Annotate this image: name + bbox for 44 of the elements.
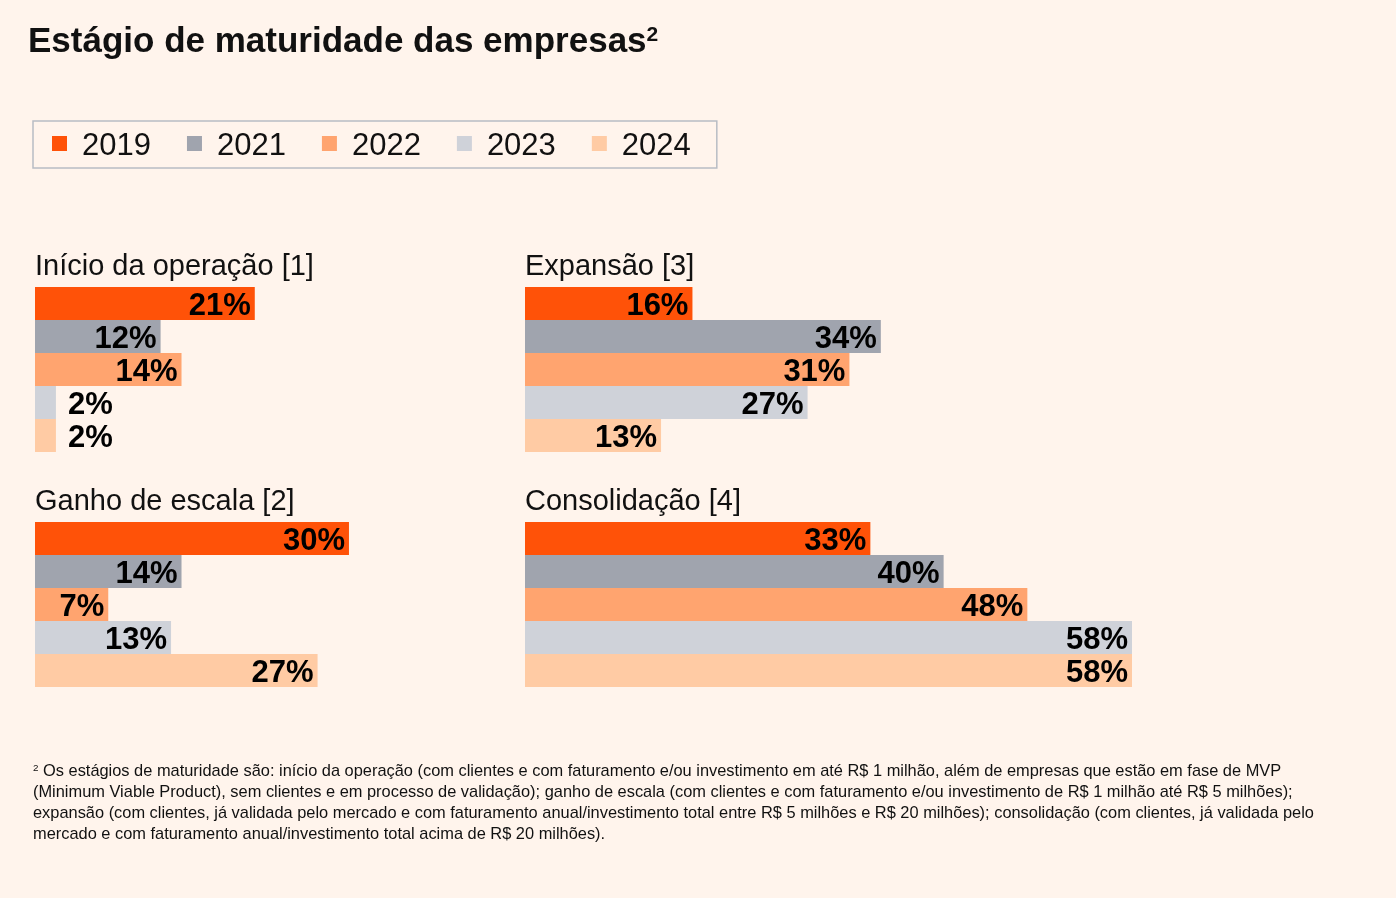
data-label: 14% — [115, 352, 178, 388]
data-label: 21% — [188, 286, 251, 322]
data-label: 2% — [67, 385, 113, 421]
legend-label: 2022 — [351, 127, 421, 162]
chart-title: Ganho de escala [2] — [35, 484, 295, 516]
data-label: 48% — [961, 587, 1024, 623]
data-label: 27% — [251, 653, 314, 689]
chart-title: Expansão [3] — [525, 249, 695, 281]
bar — [35, 522, 349, 555]
data-label: 7% — [59, 587, 105, 623]
bar — [525, 588, 1028, 621]
legend-label: 2024 — [621, 127, 691, 162]
bar — [525, 522, 871, 555]
bar — [525, 621, 1132, 654]
text: Estágio de maturidade das empresas$^{2}$ — [28, 20, 659, 59]
bar — [35, 654, 318, 687]
data-label: 34% — [814, 319, 877, 355]
data-label: 13% — [105, 620, 168, 656]
chart-title: Consolidação [4] — [525, 484, 742, 516]
data-label: 2% — [67, 418, 113, 454]
data-label: 40% — [877, 554, 940, 590]
bar — [525, 654, 1132, 687]
legend-label: 2023 — [486, 127, 556, 162]
data-label: 58% — [1065, 620, 1128, 656]
bar — [525, 555, 944, 588]
bar — [525, 320, 881, 353]
data-label: 13% — [595, 418, 658, 454]
legend-label: 2021 — [216, 127, 286, 162]
bar — [35, 287, 255, 320]
data-label: 58% — [1065, 653, 1128, 689]
data-label: 27% — [741, 385, 804, 421]
bar — [525, 353, 850, 386]
bar — [525, 386, 808, 419]
data-label: 30% — [282, 521, 345, 557]
bar — [35, 419, 56, 452]
data-label: 33% — [804, 521, 867, 557]
chart-subtitle: Início da operação [1] — [35, 249, 314, 281]
data-label: 16% — [626, 286, 689, 322]
data-label: 14% — [115, 554, 178, 590]
data-label: 12% — [94, 319, 157, 355]
bar — [35, 386, 56, 419]
text: $^{2}$ Os estágios de maturidade são: início da operação (com clientes e com faturamento e/ou investimento em até R$ 1 milhão, além de empresas que estão em fase de MVP (Minimum Viable Product), sem clientes e em processo de validação); ganho de escala (com clientes e com faturamento e/ou investimento de R$ 1 milhão até R$ 5 milhões); expansão (com clientes, já validada pelo mercado e com faturamento anual/investimento total entre R$ 5 milhões e R$ 20 milhões); consolidação (com clientes, já validada pelo mercado e com faturamento anual/investimento total acima de R$ 20 milhões). — [33, 761, 1314, 842]
data-label: 31% — [783, 352, 846, 388]
legend-label: 2019 — [82, 127, 151, 162]
